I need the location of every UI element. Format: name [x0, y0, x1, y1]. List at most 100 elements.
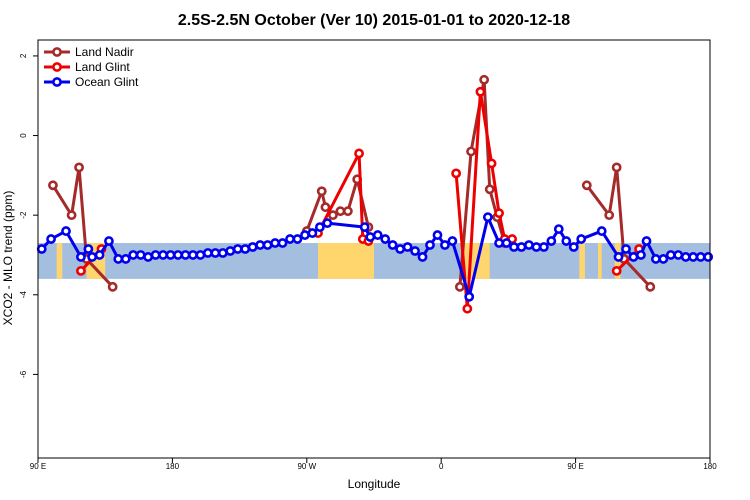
- legend-marker: [52, 77, 62, 87]
- data-point: [501, 238, 512, 248]
- data-point: [285, 234, 295, 244]
- data-point: [462, 303, 473, 314]
- y-tick-label: -4: [19, 291, 28, 299]
- data-point: [447, 236, 458, 246]
- data-point: [320, 202, 331, 213]
- data-point: [83, 244, 94, 254]
- data-point: [680, 252, 691, 262]
- data-point: [440, 240, 450, 250]
- data-point: [277, 238, 288, 248]
- data-point: [158, 250, 168, 260]
- data-point: [596, 226, 607, 236]
- data-point: [479, 74, 490, 85]
- data-point: [641, 236, 652, 246]
- y-tick-label: -2: [19, 211, 28, 219]
- legend-marker: [52, 62, 62, 72]
- x-tick-label: 90 E: [30, 462, 46, 471]
- data-point: [316, 186, 327, 197]
- data-point: [628, 252, 639, 262]
- data-point: [509, 242, 519, 252]
- data-point: [322, 218, 333, 229]
- data-point: [94, 250, 105, 260]
- data-point: [482, 212, 493, 223]
- land-band-segment: [579, 243, 585, 279]
- data-point: [636, 250, 646, 260]
- data-point: [104, 236, 114, 246]
- data-point: [354, 148, 364, 159]
- data-point: [247, 242, 258, 252]
- data-point: [76, 252, 86, 262]
- data-series: [36, 74, 714, 314]
- data-point: [66, 210, 77, 221]
- data-point: [120, 254, 131, 264]
- land-band-segment: [56, 243, 63, 279]
- data-point: [576, 234, 587, 244]
- data-point: [464, 291, 475, 302]
- x-tick-label: 180: [166, 462, 180, 471]
- data-point: [432, 230, 443, 240]
- data-point: [561, 236, 572, 246]
- data-point: [475, 86, 486, 97]
- data-point: [365, 232, 376, 242]
- data-point: [48, 180, 58, 191]
- data-point: [645, 281, 656, 292]
- data-point: [611, 265, 622, 276]
- y-axis-label: XCO2 - MLO trend (ppm): [1, 191, 15, 326]
- data-point: [180, 250, 191, 260]
- land-ocean-band: [38, 243, 710, 279]
- data-point: [524, 240, 534, 250]
- data-point: [611, 162, 622, 173]
- data-point: [292, 234, 303, 244]
- x-axis-label: Longitude: [348, 477, 401, 491]
- y-tick-label: 2: [19, 53, 28, 58]
- data-point: [113, 254, 124, 264]
- legend-marker: [52, 47, 62, 57]
- data-point: [673, 250, 684, 260]
- x-tick-label: 180: [703, 462, 717, 471]
- data-point: [165, 250, 176, 260]
- data-point: [87, 252, 98, 262]
- data-point: [688, 252, 699, 262]
- data-point: [359, 222, 370, 233]
- y-tick-label: -6: [19, 370, 28, 378]
- data-point: [307, 228, 318, 238]
- data-point: [387, 240, 398, 250]
- data-point: [658, 254, 669, 264]
- data-point: [342, 206, 353, 217]
- y-tick-label: 0: [19, 133, 28, 138]
- legend-label: Land Nadir: [75, 45, 134, 59]
- data-point: [314, 222, 325, 233]
- data-point: [328, 210, 338, 221]
- data-point: [703, 252, 714, 262]
- data-point: [135, 250, 146, 260]
- data-point: [195, 250, 206, 260]
- data-point: [417, 252, 428, 262]
- data-point: [613, 252, 624, 262]
- data-point: [395, 244, 406, 254]
- data-point: [425, 240, 435, 250]
- data-point: [516, 242, 527, 252]
- x-tick-label: 90 E: [567, 462, 583, 471]
- data-point: [546, 236, 557, 246]
- data-point: [300, 230, 310, 240]
- chart-title: 2.5S-2.5N October (Ver 10) 2015-01-01 to…: [178, 12, 570, 29]
- x-axis: 90 E 180 90 W 0 90 E 180: [30, 458, 717, 471]
- data-point: [74, 162, 84, 173]
- data-point: [581, 180, 592, 191]
- data-point: [402, 242, 413, 252]
- x-tick-label: 90 W: [297, 462, 316, 471]
- plot-frame: [37, 39, 711, 459]
- data-point: [262, 240, 273, 250]
- land-band-segment: [318, 243, 374, 279]
- data-point: [61, 226, 71, 236]
- data-point: [232, 244, 243, 254]
- data-point: [255, 240, 266, 250]
- data-point: [486, 158, 497, 169]
- data-point: [494, 238, 504, 248]
- data-point: [76, 265, 86, 276]
- data-point: [150, 250, 161, 260]
- data-point: [665, 250, 676, 260]
- series-ocean-glint: [36, 212, 714, 302]
